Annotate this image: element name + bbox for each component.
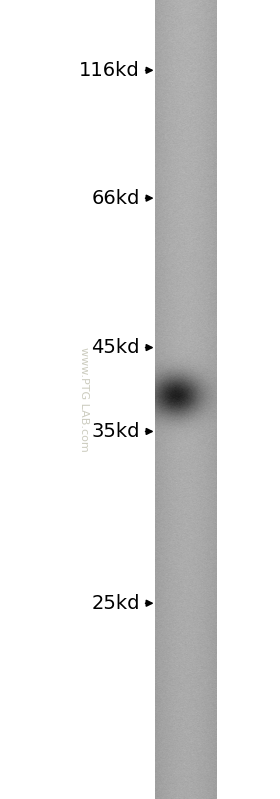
Text: 35kd: 35kd [92, 422, 140, 441]
Text: www.PTG LAB.com: www.PTG LAB.com [79, 347, 89, 452]
Text: 116kd: 116kd [79, 61, 140, 80]
Text: 66kd: 66kd [92, 189, 140, 208]
Text: 45kd: 45kd [92, 338, 140, 357]
Text: 25kd: 25kd [92, 594, 140, 613]
